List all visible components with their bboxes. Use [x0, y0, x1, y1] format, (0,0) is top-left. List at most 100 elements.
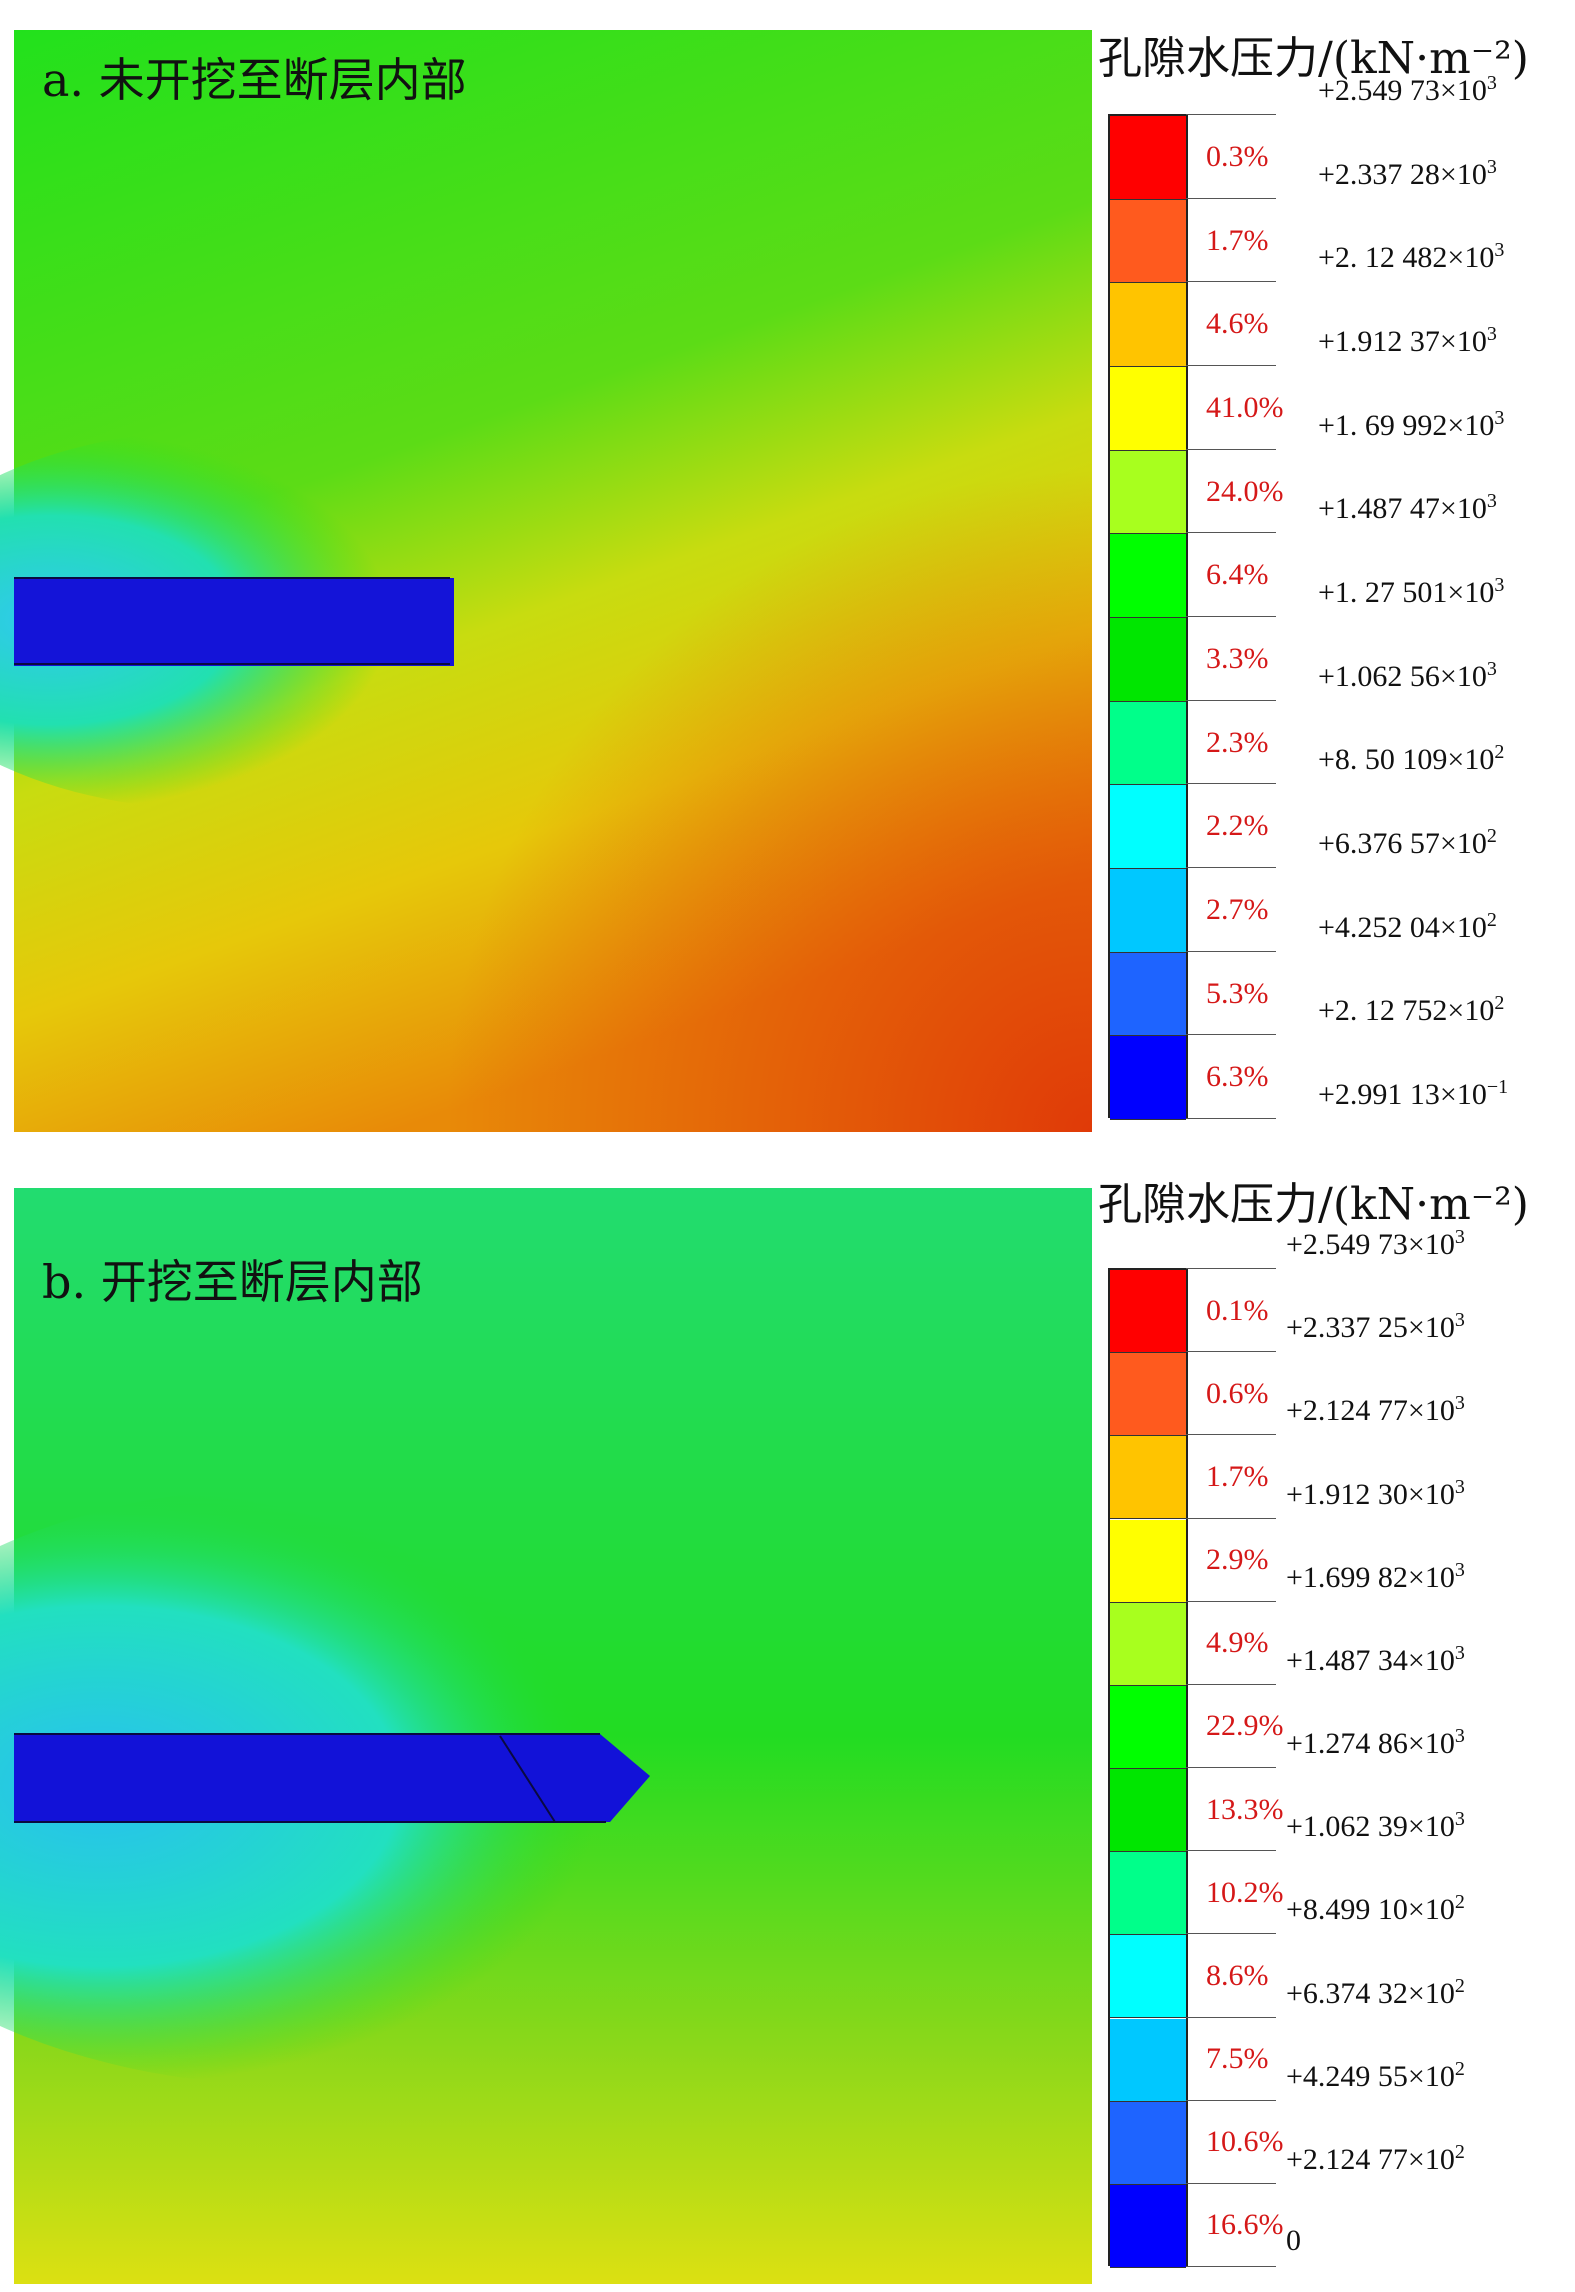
- legend-tick: [1186, 699, 1276, 701]
- legend-tick: [1186, 197, 1276, 199]
- legend-value: +6.374 32×102: [1286, 1975, 1465, 2011]
- legend-value-mantissa: +2. 12 752×10: [1318, 994, 1495, 1028]
- color-band: [1110, 869, 1186, 953]
- legend-value: +2.549 73×103: [1286, 1226, 1465, 1262]
- band-percentage: 7.5%: [1206, 2042, 1269, 2076]
- legend-value: +1.274 86×103: [1286, 1725, 1465, 1761]
- legend-value-mantissa: 0: [1286, 2224, 1301, 2257]
- color-band: [1110, 199, 1186, 284]
- color-band: [1110, 701, 1186, 786]
- legend-value: +1.062 39×103: [1286, 1808, 1465, 1844]
- legend-tick: [1186, 1683, 1276, 1685]
- legend-value-mantissa: +1. 69 992×10: [1318, 408, 1495, 442]
- color-band: [1110, 367, 1186, 451]
- color-band: [1110, 2018, 1186, 2102]
- legend-tick: [1186, 950, 1276, 952]
- legend-value-mantissa: +1.062 56×10: [1318, 659, 1487, 693]
- legend-value: +1. 27 501×103: [1318, 574, 1504, 610]
- band-percentage: 2.2%: [1206, 809, 1269, 843]
- color-band: [1110, 534, 1186, 618]
- legend-tick: [1186, 616, 1276, 617]
- legend-tick: [1186, 281, 1276, 283]
- panel-a: a. 未开挖至断层内部 孔隙水压力/(kN·m⁻²) 0.3% 1.7% 4.6% 4…: [0, 30, 1529, 1132]
- legend-value: +1. 69 992×103: [1318, 407, 1504, 443]
- legend-value-exponent: 3: [1486, 657, 1497, 680]
- color-band: [1110, 785, 1186, 869]
- band-percentage: 41.0%: [1206, 390, 1284, 424]
- band-percentage: 10.2%: [1206, 1875, 1284, 1909]
- color-band: [1110, 1036, 1186, 1120]
- legend-tick: [1186, 1600, 1276, 1602]
- legend-value-mantissa: +1.487 47×10: [1318, 492, 1487, 526]
- band-percentage: 6.4%: [1206, 558, 1269, 592]
- legend-value-mantissa: +2.549 73×10: [1286, 1228, 1455, 1261]
- legend-value: +2.991 13×10−1: [1318, 1076, 1508, 1112]
- fault-line-b: [499, 1735, 556, 1823]
- legend-value-exponent: 3: [1454, 1309, 1465, 1332]
- legend-value-mantissa: +1.274 86×10: [1286, 1727, 1455, 1760]
- legend-value-mantissa: +1.912 37×10: [1318, 325, 1487, 358]
- legend-value-exponent: 3: [1454, 1558, 1465, 1581]
- band-percentage: 0.6%: [1206, 1376, 1269, 1410]
- band-percentage: 0.3%: [1206, 139, 1269, 173]
- legend-tick: [1186, 1933, 1276, 1935]
- legend-value: +1.912 37×103: [1318, 323, 1497, 359]
- legend-value-exponent: −1: [1486, 1076, 1509, 1098]
- color-band: [1110, 618, 1186, 702]
- legend-value-exponent: 2: [1454, 2057, 1465, 2080]
- legend-value-exponent: 3: [1486, 72, 1497, 94]
- legend-tick: [1186, 2182, 1276, 2184]
- legend-tick: [1186, 1850, 1276, 1852]
- color-band: [1110, 1519, 1186, 1603]
- legend-value-exponent: 2: [1494, 741, 1505, 764]
- color-band: [1110, 283, 1186, 367]
- legend-value: +2. 12 482×103: [1318, 239, 1504, 275]
- tunnel-b: [14, 1734, 650, 1822]
- legend-tick: [1186, 532, 1276, 534]
- color-bar-a: [1108, 114, 1188, 1120]
- legend-value-mantissa: +2.337 28×10: [1318, 157, 1487, 191]
- band-percentage: 4.6%: [1206, 307, 1269, 341]
- legend-value-exponent: 3: [1454, 1641, 1465, 1664]
- legend-value-mantissa: +1.487 34×10: [1286, 1643, 1455, 1677]
- legend-value: +1.699 82×103: [1286, 1559, 1465, 1595]
- legend-value: +1.487 34×103: [1286, 1642, 1465, 1678]
- legend-value: +2.124 77×102: [1286, 2141, 1465, 2177]
- legend-tick: [1186, 2266, 1276, 2267]
- color-band: [1110, 1769, 1186, 1853]
- legend-value-exponent: 3: [1454, 1475, 1465, 1498]
- band-percentage: 2.3%: [1206, 725, 1269, 759]
- legend-value-mantissa: +4.252 04×10: [1318, 910, 1487, 944]
- legend-value-mantissa: +6.376 57×10: [1318, 827, 1487, 860]
- band-percentage: 13.3%: [1206, 1792, 1284, 1826]
- legend-tick: [1186, 1268, 1276, 1269]
- legend-value-mantissa: +4.249 55×10: [1286, 2059, 1455, 2093]
- legend-value-exponent: 3: [1454, 1808, 1465, 1831]
- legend-title-a: 孔隙水压力/(kN·m⁻²): [1098, 33, 1529, 84]
- band-percentage: 3.3%: [1206, 641, 1269, 675]
- legend-value-mantissa: +6.374 32×10: [1286, 1976, 1455, 2010]
- band-percentage: 1.7%: [1206, 1459, 1269, 1493]
- legend-value: +2. 12 752×102: [1318, 992, 1504, 1028]
- legend-value-exponent: 3: [1486, 323, 1497, 345]
- legend-value-exponent: 3: [1494, 406, 1505, 429]
- legend-tick: [1186, 2099, 1276, 2101]
- color-band: [1110, 1935, 1186, 2019]
- legend-value-mantissa: +2.991 13×10: [1318, 1078, 1487, 1111]
- legend-value-exponent: 2: [1486, 825, 1497, 847]
- legend-value: +2.337 25×103: [1286, 1309, 1465, 1345]
- legend-value: +6.376 57×102: [1318, 825, 1497, 861]
- band-percentage: 1.7%: [1206, 223, 1269, 257]
- legend-value-exponent: 2: [1454, 1974, 1465, 1997]
- legend-tick: [1186, 783, 1276, 785]
- legend-value-mantissa: +2. 12 482×10: [1318, 241, 1495, 275]
- tunnel-a: [14, 578, 454, 666]
- legend-value-exponent: 3: [1454, 1725, 1465, 1747]
- legend-tick: [1186, 867, 1276, 868]
- band-percentage: 2.9%: [1206, 1543, 1269, 1577]
- legend-value-exponent: 2: [1494, 992, 1505, 1015]
- band-percentage: 0.1%: [1206, 1293, 1269, 1327]
- legend-value-mantissa: +2.337 25×10: [1286, 1311, 1455, 1345]
- legend-value: +4.252 04×102: [1318, 909, 1497, 945]
- legend-value-mantissa: +1.699 82×10: [1286, 1560, 1455, 1594]
